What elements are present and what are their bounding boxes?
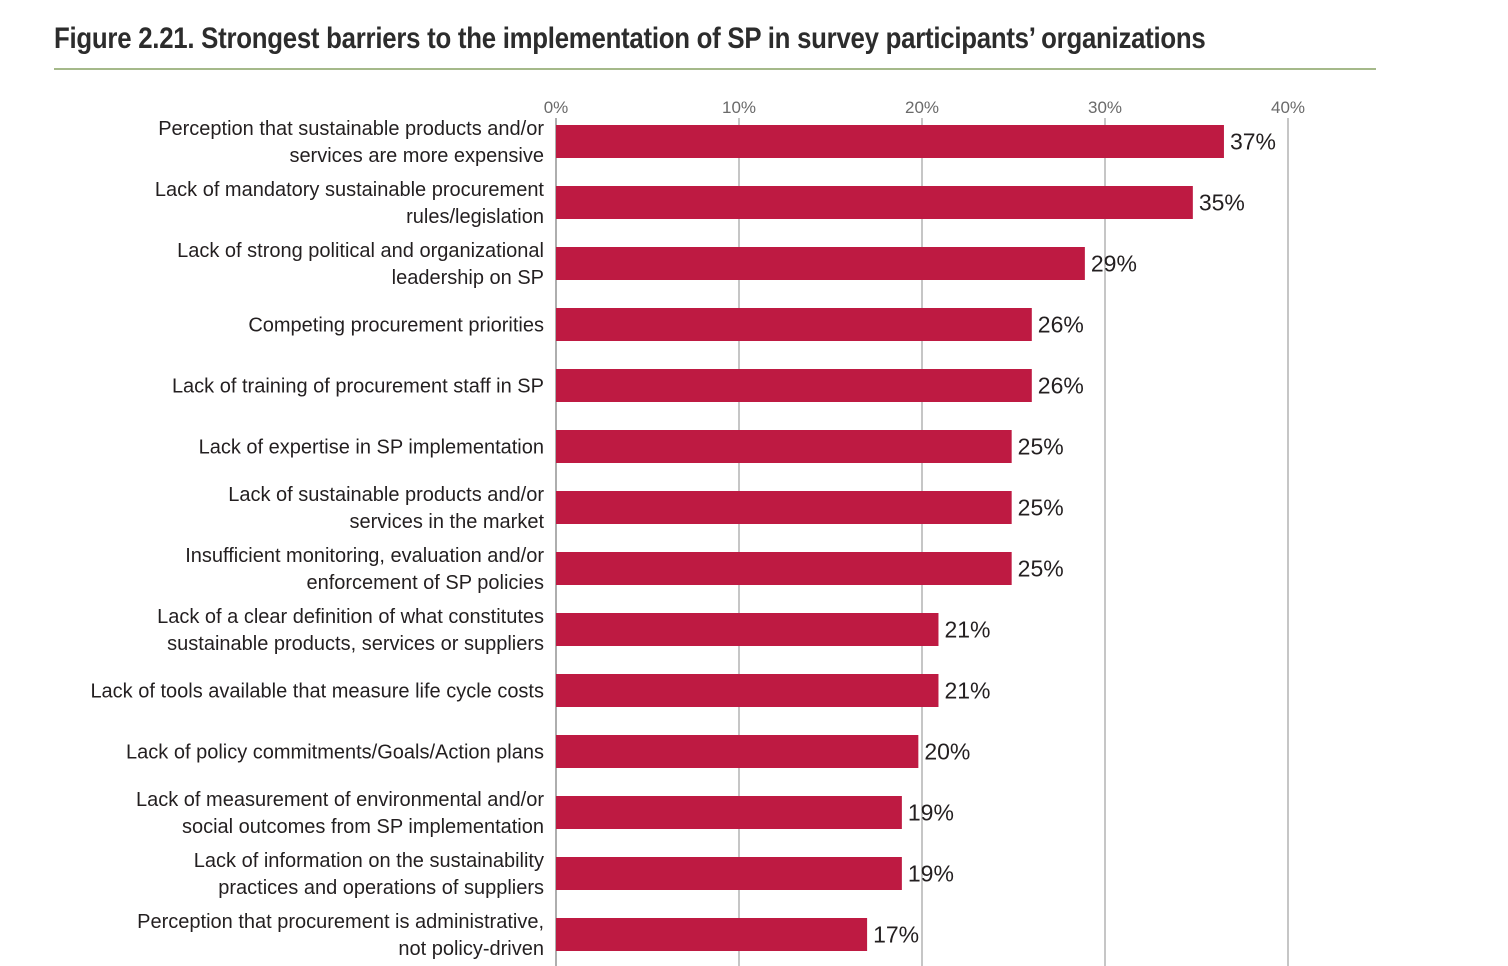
- data-label: 37%: [1230, 129, 1276, 155]
- data-label: 25%: [1018, 434, 1064, 460]
- category-label-line: not policy-driven: [398, 938, 544, 960]
- category-label-line: social outcomes from SP implementation: [182, 816, 544, 838]
- category-label-line: rules/legislation: [406, 206, 544, 228]
- category-label-line: Lack of sustainable products and/or: [228, 484, 544, 506]
- category-label-line: Perception that sustainable products and…: [158, 118, 544, 140]
- data-label: 29%: [1091, 251, 1137, 277]
- x-tick-label: 20%: [905, 98, 939, 117]
- bar: [556, 613, 939, 646]
- data-label: 25%: [1018, 495, 1064, 521]
- category-label-line: enforcement of SP policies: [306, 572, 544, 594]
- category-label: Lack of information on the sustainabilit…: [194, 850, 544, 899]
- bar: [556, 857, 902, 890]
- bar: [556, 674, 939, 707]
- x-tick-label: 40%: [1271, 98, 1305, 117]
- x-tick-label: 0%: [544, 98, 569, 117]
- category-label-line: sustainable products, services or suppli…: [167, 633, 544, 655]
- category-label-line: practices and operations of suppliers: [218, 877, 544, 899]
- category-label-line: Insufficient monitoring, evaluation and/…: [185, 545, 544, 567]
- bar: [556, 125, 1224, 158]
- bar: [556, 247, 1085, 280]
- bar: [556, 735, 919, 768]
- data-label: 21%: [944, 617, 990, 643]
- category-label-line: Perception that procurement is administr…: [137, 911, 544, 933]
- data-label: 20%: [924, 739, 970, 765]
- category-label: Perception that procurement is administr…: [137, 911, 544, 960]
- category-label: Lack of strong political and organizatio…: [177, 240, 544, 289]
- data-label: 17%: [873, 922, 919, 948]
- title-rule: [54, 68, 1376, 70]
- category-label: Insufficient monitoring, evaluation and/…: [185, 545, 544, 594]
- data-label: 19%: [908, 861, 954, 887]
- bar: [556, 369, 1032, 402]
- bar: [556, 918, 868, 951]
- figure-number: Figure 2.21.: [54, 22, 195, 55]
- category-label-line: services in the market: [349, 511, 544, 533]
- data-label: 19%: [908, 800, 954, 826]
- category-label: Lack of measurement of environmental and…: [136, 789, 544, 838]
- x-tick-label: 10%: [722, 98, 756, 117]
- category-label-line: Lack of measurement of environmental and…: [136, 789, 544, 811]
- bar: [556, 308, 1032, 341]
- category-label: Lack of tools available that measure lif…: [90, 681, 544, 703]
- x-tick-label: 30%: [1088, 98, 1122, 117]
- data-label: 21%: [944, 678, 990, 704]
- data-label: 26%: [1038, 312, 1084, 338]
- data-label: 26%: [1038, 373, 1084, 399]
- bar: [556, 796, 902, 829]
- category-label: Lack of policy commitments/Goals/Action …: [126, 742, 544, 764]
- category-label-line: Lack of strong political and organizatio…: [177, 240, 544, 262]
- bar: [556, 491, 1012, 524]
- figure-title: Figure 2.21. Strongest barriers to the im…: [54, 22, 1206, 56]
- category-label: Lack of mandatory sustainable procuremen…: [155, 179, 545, 228]
- category-label-line: leadership on SP: [392, 267, 544, 289]
- category-label-line: Lack of a clear definition of what const…: [157, 606, 544, 628]
- category-label-line: Lack of mandatory sustainable procuremen…: [155, 179, 545, 201]
- data-label: 25%: [1018, 556, 1064, 582]
- category-label: Lack of expertise in SP implementation: [199, 437, 544, 459]
- bar: [556, 552, 1012, 585]
- category-label: Lack of training of procurement staff in…: [172, 376, 544, 398]
- category-label-line: services are more expensive: [289, 145, 544, 167]
- figure-title-text: Strongest barriers to the implementation…: [201, 22, 1206, 55]
- category-label: Lack of sustainable products and/or servi…: [228, 484, 544, 533]
- bar: [556, 186, 1193, 219]
- category-label-line: Lack of information on the sustainabilit…: [194, 850, 544, 872]
- category-label: Perception that sustainable products and…: [158, 118, 544, 167]
- category-label: Lack of a clear definition of what const…: [157, 606, 544, 655]
- bar: [556, 430, 1012, 463]
- category-label: Competing procurement priorities: [248, 315, 544, 337]
- data-label: 35%: [1199, 190, 1245, 216]
